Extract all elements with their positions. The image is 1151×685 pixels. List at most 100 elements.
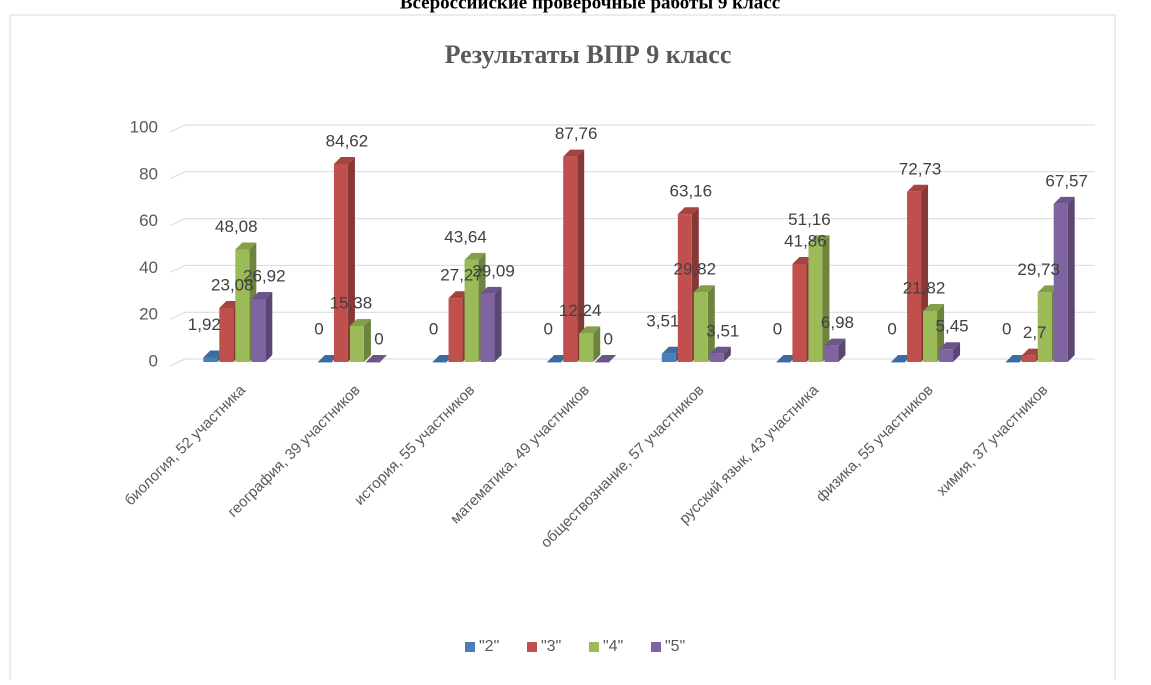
bar-side [723,346,731,362]
data-label: 12,24 [559,301,602,320]
y-tick-label: 20 [139,305,158,324]
bar-side [707,285,715,362]
bar-top [464,252,486,260]
data-label: 1,92 [188,315,221,334]
data-label: 15,38 [330,293,373,312]
data-label: 0 [603,329,612,348]
bar-side [822,235,830,362]
bar-top [563,149,585,157]
data-label: 0 [374,329,383,348]
y-tick-label: 60 [139,211,158,230]
data-label: 21,82 [903,278,946,297]
bar [595,362,610,363]
bar-top [432,355,454,362]
doc-heading: Всероссийские проверочные работы 9 класс [400,0,780,13]
bar [677,214,692,362]
bar-top [333,156,355,164]
bar-side [1067,196,1075,362]
legend-swatch [651,642,661,652]
bar-top [1037,285,1059,293]
bar-side [577,149,585,362]
bar-top [547,355,569,362]
data-label: 51,16 [788,210,831,229]
bar-top [824,338,846,346]
legend-swatch [589,642,599,652]
bar [547,362,562,363]
bar [349,326,364,362]
data-label: 2,7 [1023,323,1047,342]
bar [365,362,380,363]
bar-top [923,303,945,311]
data-label: 3,51 [706,321,739,340]
data-label: 67,57 [1045,171,1088,190]
bar [251,299,266,362]
grid-line [169,218,186,227]
bar-top [365,355,387,362]
bar [317,362,332,363]
bar-top [448,291,470,299]
data-label: 41,86 [784,232,827,251]
bar [808,242,823,362]
y-tick-label: 0 [149,351,158,370]
bar-top [1053,196,1075,204]
bar-top [792,257,814,265]
bar-top [677,207,699,215]
legend-label: "5" [665,638,685,655]
data-label: 0 [1002,319,1011,338]
bar-side [265,292,273,362]
bar-top [579,326,601,334]
data-label: 29,82 [674,260,717,279]
data-label: 0 [543,319,552,338]
bar [1037,292,1052,362]
bar [480,293,495,362]
bar [432,362,447,363]
bar-top [203,350,225,358]
bar [792,264,807,362]
bar-side [347,156,355,362]
bar [1005,362,1020,363]
bar-top [480,286,502,294]
bar [693,292,708,362]
data-label: 43,64 [444,227,487,246]
bar-side [953,342,961,362]
data-label: 0 [314,319,323,338]
bar-top [693,285,715,293]
bar-side [363,319,371,362]
data-label: 84,62 [326,131,369,150]
legend-label: "2" [479,638,499,655]
bar [824,345,839,362]
bar [939,349,954,362]
bar [464,259,479,362]
bar [1053,203,1068,362]
bar-top [595,355,617,362]
legend-swatch [527,642,537,652]
bar [203,357,218,362]
bar-top [907,184,929,192]
bar [891,362,906,363]
bar [661,353,676,362]
bar [776,362,791,363]
bar-side [838,338,846,362]
bar [907,191,922,362]
y-tick-label: 80 [139,164,158,183]
bar-top [219,300,241,308]
bar-top [891,355,913,362]
data-label: 0 [887,319,896,338]
grid-line [169,264,186,273]
bar-top [235,242,257,250]
bar-top [251,292,273,300]
bar-top [1005,355,1027,362]
grid-line [169,311,186,320]
bar [235,249,250,362]
bar-top [808,235,830,243]
data-label: 87,76 [555,124,598,143]
data-label: 29,09 [472,261,515,280]
grid-line [169,124,186,133]
grid-line [169,171,186,180]
y-tick-label: 40 [139,258,158,277]
bar [579,333,594,362]
data-label: 48,08 [215,217,258,236]
bar-top [349,319,371,327]
data-label: 5,45 [936,317,969,336]
